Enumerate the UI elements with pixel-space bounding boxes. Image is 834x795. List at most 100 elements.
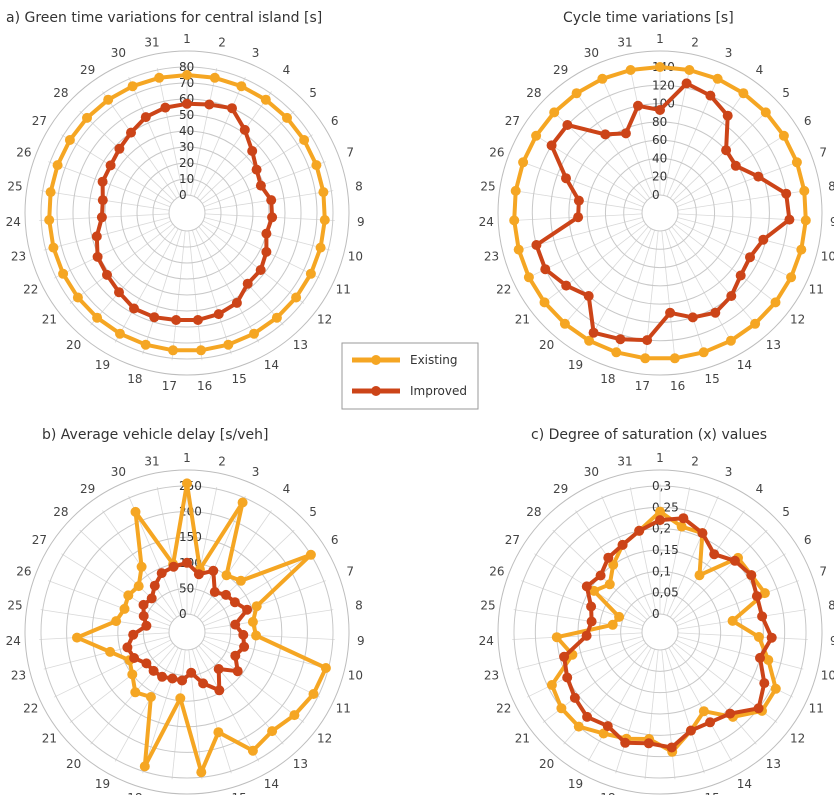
data-point-existing bbox=[573, 721, 584, 732]
data-point-existing bbox=[611, 347, 622, 358]
gridline-circle bbox=[120, 146, 254, 280]
data-point-existing bbox=[510, 185, 521, 196]
chart-a-title: a) Green time variations for central isl… bbox=[6, 10, 322, 26]
radial-tick-label: 70 bbox=[179, 76, 194, 90]
spoke-line bbox=[204, 636, 331, 670]
data-point-improved bbox=[171, 315, 182, 325]
data-point-improved bbox=[261, 228, 272, 239]
data-point-existing bbox=[694, 570, 705, 581]
radial-tick-label: 40 bbox=[652, 151, 667, 165]
category-label: 10 bbox=[821, 669, 834, 683]
category-label: 1 bbox=[183, 32, 191, 46]
data-point-improved bbox=[617, 539, 628, 550]
spoke-line bbox=[202, 553, 313, 623]
data-point-improved bbox=[753, 703, 764, 714]
data-point-improved bbox=[266, 195, 277, 206]
data-point-existing bbox=[127, 81, 138, 92]
chart-cycle-title: Cycle time variations [s] bbox=[563, 10, 734, 26]
gridline-circle bbox=[40, 66, 334, 360]
spoke-line bbox=[114, 647, 179, 762]
data-point-existing bbox=[584, 335, 595, 346]
category-label: 7 bbox=[819, 146, 827, 160]
spoke-line bbox=[677, 217, 804, 251]
data-point-improved bbox=[583, 291, 594, 301]
category-label: 2 bbox=[691, 36, 699, 50]
category-label: 27 bbox=[505, 114, 520, 128]
data-point-improved bbox=[705, 717, 716, 728]
category-label: 7 bbox=[346, 146, 354, 160]
category-label: 11 bbox=[336, 702, 351, 716]
radial-tick-label: 0 bbox=[652, 188, 660, 202]
spoke-line bbox=[665, 230, 705, 355]
data-point-improved bbox=[753, 171, 764, 182]
spoke-line bbox=[48, 580, 171, 627]
gridline-circle bbox=[168, 194, 206, 232]
data-point-existing bbox=[136, 561, 147, 572]
category-label: 31 bbox=[617, 455, 632, 469]
category-label: 29 bbox=[553, 482, 568, 496]
data-point-existing bbox=[698, 347, 709, 358]
category-label: 24 bbox=[6, 634, 21, 648]
data-point-improved bbox=[208, 565, 219, 576]
category-label: 23 bbox=[484, 669, 499, 683]
data-point-improved bbox=[561, 280, 572, 291]
category-label: 22 bbox=[496, 283, 511, 297]
data-point-improved bbox=[643, 738, 654, 749]
data-point-improved bbox=[251, 164, 262, 175]
data-point-improved bbox=[600, 129, 611, 140]
data-point-existing bbox=[549, 107, 560, 118]
gridline-circle bbox=[641, 194, 679, 232]
data-point-existing bbox=[175, 693, 186, 704]
data-point-improved bbox=[157, 671, 168, 682]
outer-ring bbox=[24, 469, 350, 795]
category-label: 2 bbox=[691, 455, 699, 469]
spoke-line bbox=[202, 639, 321, 698]
data-point-improved bbox=[122, 642, 133, 653]
category-label: 15 bbox=[231, 372, 246, 386]
data-point-improved bbox=[146, 593, 157, 604]
data-point-existing bbox=[72, 292, 83, 303]
data-point-existing bbox=[727, 615, 738, 626]
data-point-improved bbox=[615, 334, 626, 345]
data-point-improved bbox=[586, 601, 597, 612]
data-point-existing bbox=[48, 242, 59, 253]
gridline-circle bbox=[152, 178, 222, 248]
data-point-existing bbox=[625, 65, 636, 75]
data-point-improved bbox=[140, 112, 151, 123]
data-point-existing bbox=[105, 646, 116, 657]
data-point-existing bbox=[589, 585, 599, 596]
radial-tick-label: 0,1 bbox=[652, 564, 671, 578]
category-label: 20 bbox=[66, 338, 81, 352]
category-label: 12 bbox=[790, 732, 805, 746]
data-point-existing bbox=[791, 157, 802, 168]
spoke-line bbox=[204, 609, 334, 630]
data-point-existing bbox=[770, 683, 781, 694]
category-label: 21 bbox=[42, 313, 57, 327]
data-point-improved bbox=[726, 291, 737, 301]
data-point-existing bbox=[103, 94, 114, 105]
category-label: 6 bbox=[331, 114, 339, 128]
data-point-improved bbox=[192, 315, 203, 325]
data-point-improved bbox=[221, 589, 231, 600]
radial-tick-label: 0,3 bbox=[652, 479, 671, 493]
data-point-improved bbox=[97, 176, 108, 187]
category-label: 21 bbox=[515, 313, 530, 327]
data-point-existing bbox=[604, 579, 615, 590]
data-point-existing bbox=[123, 590, 134, 601]
data-point-existing bbox=[130, 506, 141, 517]
gridline-circle bbox=[168, 613, 206, 651]
radial-tick-label: 150 bbox=[179, 530, 202, 544]
data-point-improved bbox=[230, 619, 241, 630]
chart-c-saturation: c) Degree of saturation (x) values 0 0,05… bbox=[479, 427, 834, 795]
data-point-existing bbox=[655, 506, 665, 517]
data-point-improved bbox=[149, 312, 160, 323]
category-label: 15 bbox=[704, 791, 719, 795]
category-label: 23 bbox=[11, 250, 26, 264]
category-label: 27 bbox=[32, 533, 47, 547]
spoke-line bbox=[39, 632, 170, 640]
spoke-line bbox=[521, 161, 644, 208]
data-point-existing bbox=[523, 272, 534, 283]
category-label: 5 bbox=[309, 505, 317, 519]
spoke-line bbox=[171, 649, 186, 780]
gridline-circle bbox=[66, 511, 308, 753]
